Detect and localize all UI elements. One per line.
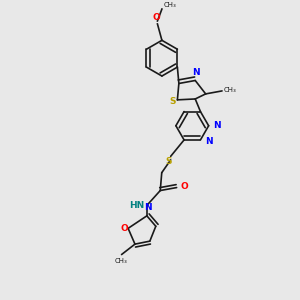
Text: CH₃: CH₃ [164, 2, 176, 8]
Text: O: O [120, 224, 128, 233]
Text: O: O [152, 14, 160, 22]
Text: S: S [170, 97, 176, 106]
Text: CH₃: CH₃ [224, 87, 236, 93]
Text: CH₃: CH₃ [115, 257, 127, 263]
Text: O: O [180, 182, 188, 191]
Text: N: N [213, 121, 221, 130]
Text: HN: HN [129, 201, 144, 210]
Text: N: N [145, 203, 152, 212]
Text: N: N [192, 68, 200, 77]
Text: N: N [205, 137, 212, 146]
Text: S: S [165, 157, 172, 166]
